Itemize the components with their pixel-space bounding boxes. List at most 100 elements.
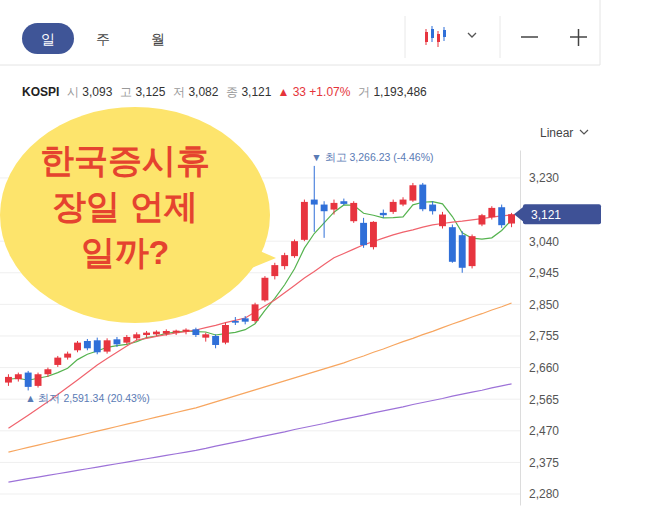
candle-body — [64, 354, 71, 358]
bubble-text: 한국증시휴 — [40, 141, 210, 179]
quote-label: 거 — [358, 85, 370, 99]
candle-body — [400, 200, 407, 205]
candle-body — [281, 255, 288, 266]
y-tick-label: 2,850 — [529, 298, 559, 312]
moving-average-line — [8, 303, 511, 452]
quote-change: ▲ 33 +1.07% — [277, 85, 350, 99]
candle-body — [252, 304, 259, 321]
toolbar-border — [600, 0, 601, 65]
toolbar: 일주월 — [0, 0, 600, 65]
candle-body — [331, 203, 338, 210]
quote-value: 3,125 — [135, 85, 165, 99]
extreme-annotation: ▲ 최저 2,591.34 (20.43%) — [25, 392, 150, 404]
y-tick: 2,375 — [520, 456, 559, 470]
candle-body — [173, 331, 180, 333]
candle-body — [449, 227, 456, 262]
grid-line — [0, 430, 520, 431]
candle-body — [232, 321, 239, 323]
chart-type-button[interactable] — [425, 26, 446, 47]
candle-body — [143, 333, 150, 335]
candle-body — [488, 208, 495, 217]
y-tick: 2,565 — [520, 393, 559, 407]
y-tick: 3,230 — [520, 171, 559, 185]
y-tick-label: 3,040 — [529, 235, 559, 249]
quote-value: 3,121 — [241, 85, 271, 99]
tab[interactable]: 월 — [151, 31, 165, 47]
candle-body — [212, 336, 219, 345]
icon-body — [443, 30, 446, 37]
candle-body — [380, 213, 387, 215]
candle-body — [370, 222, 377, 247]
candle-body — [25, 373, 32, 387]
candle-body — [321, 205, 328, 212]
y-tick: 2,280 — [520, 487, 559, 501]
candle-body — [222, 325, 229, 343]
candle-body — [15, 374, 22, 379]
y-tick-label: 2,470 — [529, 424, 559, 438]
quote-label: 종 — [226, 85, 238, 99]
y-tick: 2,470 — [520, 424, 559, 438]
zoom-in-button[interactable] — [578, 29, 580, 46]
candle-body — [261, 278, 268, 301]
quote-label: 고 — [120, 85, 132, 99]
quote-value: 3,093 — [82, 85, 112, 99]
extreme-annotation: ▼ 최고 3,266.23 (-4.46%) — [311, 151, 433, 163]
candle-body — [459, 235, 466, 268]
quote-line: KOSPI 시3,093 고3,125 저3,082 종3,121 ▲ 33 +1.07%… — [22, 85, 427, 99]
grid-line — [0, 494, 520, 495]
candle-body — [35, 374, 42, 386]
quote-label: 저 — [173, 85, 185, 99]
candle-body — [163, 331, 170, 334]
candle-body — [301, 202, 308, 240]
quote-value: 3,082 — [188, 85, 218, 99]
tab[interactable]: 일 — [41, 31, 55, 47]
candle-body — [114, 339, 121, 344]
candle-body — [44, 369, 51, 374]
zoom-out-button[interactable] — [521, 36, 538, 38]
grid-line — [0, 462, 520, 463]
candle-body — [479, 215, 486, 224]
last-price-box — [523, 204, 601, 224]
candle-body — [74, 343, 81, 351]
quote-symbol: KOSPI — [22, 85, 59, 99]
last-price-label: 3,121 — [531, 208, 561, 222]
candle-body — [429, 205, 436, 212]
separator — [405, 16, 406, 58]
toolbar-border — [0, 65, 600, 66]
y-tick-label: 2,565 — [529, 393, 559, 407]
candle-wick — [314, 166, 315, 232]
candle-body — [390, 202, 397, 212]
scale-menu-chevron[interactable] — [580, 130, 588, 134]
y-tick: 3,040 — [520, 235, 559, 249]
dropdown-chevron[interactable] — [468, 33, 476, 37]
candle-body — [439, 215, 446, 227]
candle-body — [419, 185, 426, 210]
last-price-pointer — [514, 206, 524, 222]
bubble-body — [0, 107, 270, 323]
candle-body — [271, 265, 278, 276]
active-tab-bg[interactable] — [22, 23, 74, 54]
candle-body — [498, 207, 505, 225]
y-axis-line — [520, 151, 521, 506]
scale-menu[interactable]: Linear — [540, 126, 573, 140]
icon-body — [437, 34, 440, 42]
last-price: 3,121 — [514, 204, 601, 224]
y-tick-label: 2,280 — [529, 487, 559, 501]
candle-body — [202, 334, 209, 337]
candle-body — [153, 332, 160, 335]
tab[interactable]: 주 — [96, 31, 110, 47]
candle-body — [508, 214, 515, 223]
separator — [500, 16, 501, 58]
y-tick-label: 2,945 — [529, 266, 559, 280]
grid-line — [0, 335, 520, 336]
candle-body — [5, 377, 12, 383]
chart-page: 일주월KOSPI시3,093고3,125저3,082종3,121▲ 33 +1.… — [0, 0, 661, 509]
y-tick-label: 2,755 — [529, 329, 559, 343]
quote-label: 시 — [67, 85, 79, 99]
candle-body — [104, 340, 111, 351]
candle-body — [469, 236, 476, 266]
icon-body — [431, 29, 434, 38]
y-tick: 2,755 — [520, 329, 559, 343]
candle-body — [84, 341, 91, 348]
y-tick: 2,660 — [520, 361, 559, 375]
